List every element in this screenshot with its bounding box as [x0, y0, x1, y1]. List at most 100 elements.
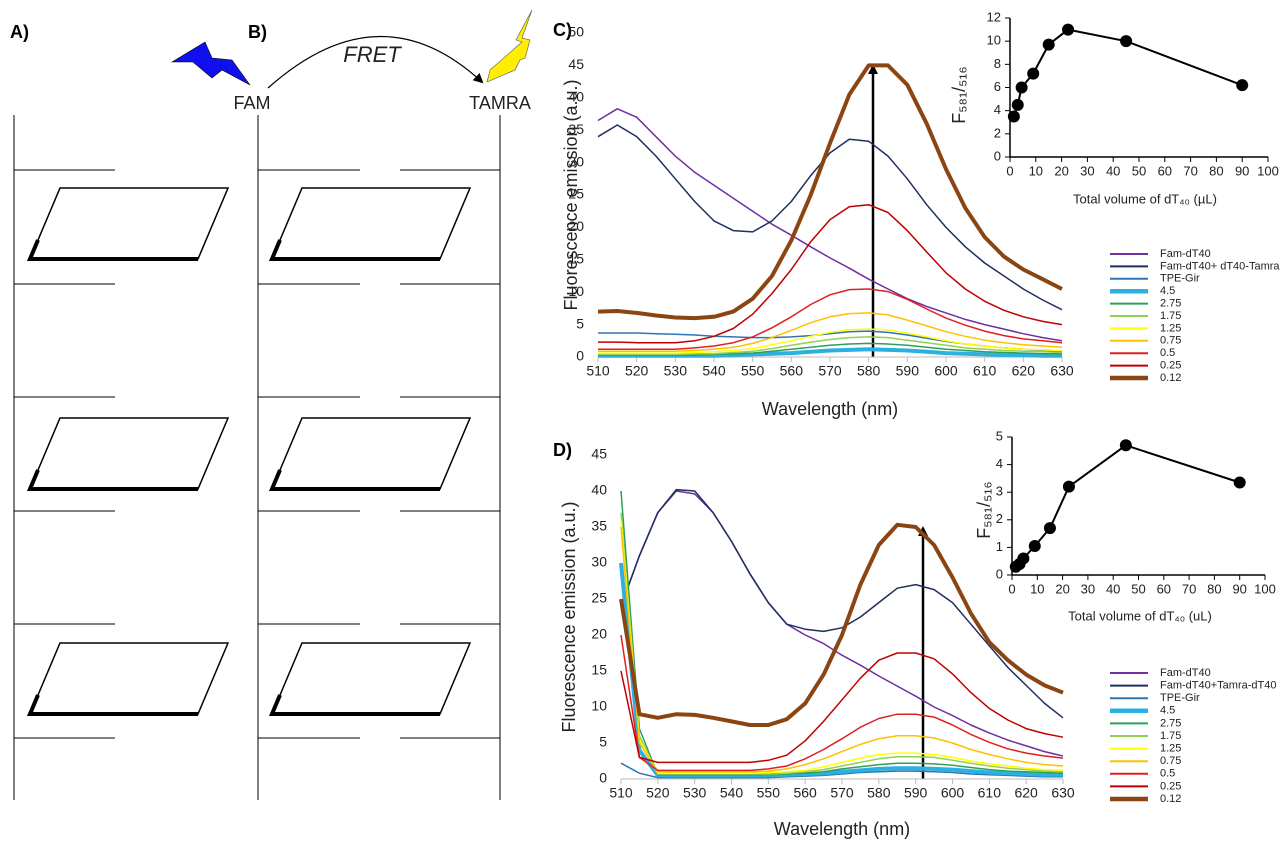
legend-label: 2.75: [1160, 298, 1181, 310]
x-tick-label: 540: [720, 785, 744, 801]
data-point: [1028, 540, 1041, 553]
data-line: [620, 652, 1064, 764]
x-tick-label: 100: [1254, 581, 1276, 596]
x-tick-label: 60: [1158, 163, 1172, 178]
x-tick-label: 40: [1106, 581, 1120, 596]
y-axis-title: F₅₈₁/₅₁₆: [949, 66, 969, 123]
data-point: [1120, 35, 1133, 48]
x-axis-title: Wavelength (nm): [762, 399, 898, 419]
y-tick-label: 20: [568, 218, 584, 234]
x-tick-label: 0: [1006, 163, 1013, 178]
legend-label: 0.12: [1160, 793, 1181, 805]
data-point: [1027, 67, 1040, 80]
x-tick-label: 10: [1030, 581, 1044, 596]
x-tick-label: 100: [1257, 163, 1279, 178]
y-tick-label: 30: [591, 554, 607, 570]
x-tick-label: 630: [1051, 785, 1075, 801]
y-tick-label: 10: [568, 283, 584, 299]
x-tick-label: 30: [1080, 163, 1094, 178]
donor-label: FAM: [233, 93, 270, 113]
x-tick-label: 60: [1157, 581, 1171, 596]
y-tick-label: 30: [568, 153, 584, 169]
acceptor-label: TAMRA: [469, 93, 531, 113]
y-tick-label: 3: [996, 484, 1003, 499]
legend-label: 0.75: [1160, 335, 1181, 347]
data-line: [620, 512, 1064, 775]
data-point: [1062, 480, 1075, 493]
legend-label: 0.12: [1160, 372, 1181, 384]
panel-ab-diagram: [13, 9, 928, 800]
x-tick-label: 620: [1012, 363, 1036, 379]
panel-label: C): [553, 20, 572, 40]
y-tick-label: 35: [568, 121, 584, 137]
y-tick-label: 0: [599, 770, 607, 786]
x-tick-label: 510: [586, 363, 610, 379]
x-tick-label: 10: [1029, 163, 1043, 178]
data-point: [1017, 552, 1030, 565]
data-line: [597, 108, 1063, 342]
y-axis-title: Fluorescence emission (a.u.): [561, 79, 581, 310]
data-point: [1233, 476, 1246, 489]
legend-label: 1.75: [1160, 730, 1181, 742]
data-point: [1007, 110, 1020, 123]
data-line: [620, 519, 1064, 774]
x-tick-label: 80: [1207, 581, 1221, 596]
data-point: [1043, 522, 1056, 535]
y-tick-label: 25: [568, 186, 584, 202]
x-tick-label: 30: [1081, 581, 1095, 596]
x-tick-label: 520: [646, 785, 670, 801]
x-tick-label: 560: [793, 785, 817, 801]
x-tick-label: 550: [757, 785, 781, 801]
x-tick-label: 610: [978, 785, 1002, 801]
y-tick-label: 4: [994, 102, 1001, 117]
x-tick-label: 70: [1182, 581, 1196, 596]
y-tick-label: 0: [576, 348, 584, 364]
data-point: [1042, 38, 1055, 51]
data-line: [1015, 444, 1241, 568]
x-tick-label: 80: [1209, 163, 1223, 178]
x-tick-label: 630: [1050, 363, 1074, 379]
data-point: [1062, 23, 1075, 36]
y-tick-label: 0: [994, 148, 1001, 163]
legend-label: Fam-dT40: [1160, 248, 1211, 260]
x-tick-label: 20: [1054, 163, 1068, 178]
y-tick-label: 4: [996, 456, 1003, 471]
data-line: [597, 124, 1063, 311]
x-tick-label: 530: [664, 363, 688, 379]
fret-label: FRET: [343, 42, 402, 67]
y-tick-label: 0: [996, 566, 1003, 581]
data-line: [620, 526, 1064, 773]
legend-label: 1.25: [1160, 322, 1181, 334]
panel-label: A): [10, 22, 29, 42]
x-tick-label: 620: [1014, 785, 1038, 801]
x-axis-title: Wavelength (nm): [774, 819, 910, 839]
data-line: [620, 488, 1064, 719]
data-line: [620, 634, 1064, 772]
x-tick-label: 0: [1008, 581, 1015, 596]
data-point: [1119, 439, 1132, 452]
data-line: [597, 63, 1063, 321]
x-axis-title: Total volume of dT₄₀ (µL): [1073, 191, 1217, 206]
data-line: [598, 336, 1063, 356]
x-tick-label: 540: [702, 363, 726, 379]
legend-label: 4.5: [1160, 705, 1175, 717]
data-line: [598, 328, 1063, 354]
legend-label: 4.5: [1160, 285, 1175, 297]
legend-label: Fam-dT40+Tamra-dT40: [1160, 680, 1276, 692]
y-tick-label: 2: [994, 125, 1001, 140]
y-tick-label: 15: [591, 662, 607, 678]
y-tick-label: 40: [591, 482, 607, 498]
y-tick-label: 20: [591, 626, 607, 642]
legend-label: 1.75: [1160, 310, 1181, 322]
data-line: [619, 562, 1063, 778]
y-tick-label: 25: [591, 590, 607, 606]
y-tick-label: 45: [568, 56, 584, 72]
y-tick-label: 10: [987, 33, 1001, 48]
data-line: [619, 522, 1064, 727]
x-tick-label: 90: [1235, 163, 1249, 178]
x-tick-label: 560: [780, 363, 804, 379]
data-line: [598, 203, 1063, 344]
x-tick-label: 20: [1055, 581, 1069, 596]
legend-label: 0.5: [1160, 347, 1175, 359]
x-tick-label: 570: [818, 363, 842, 379]
